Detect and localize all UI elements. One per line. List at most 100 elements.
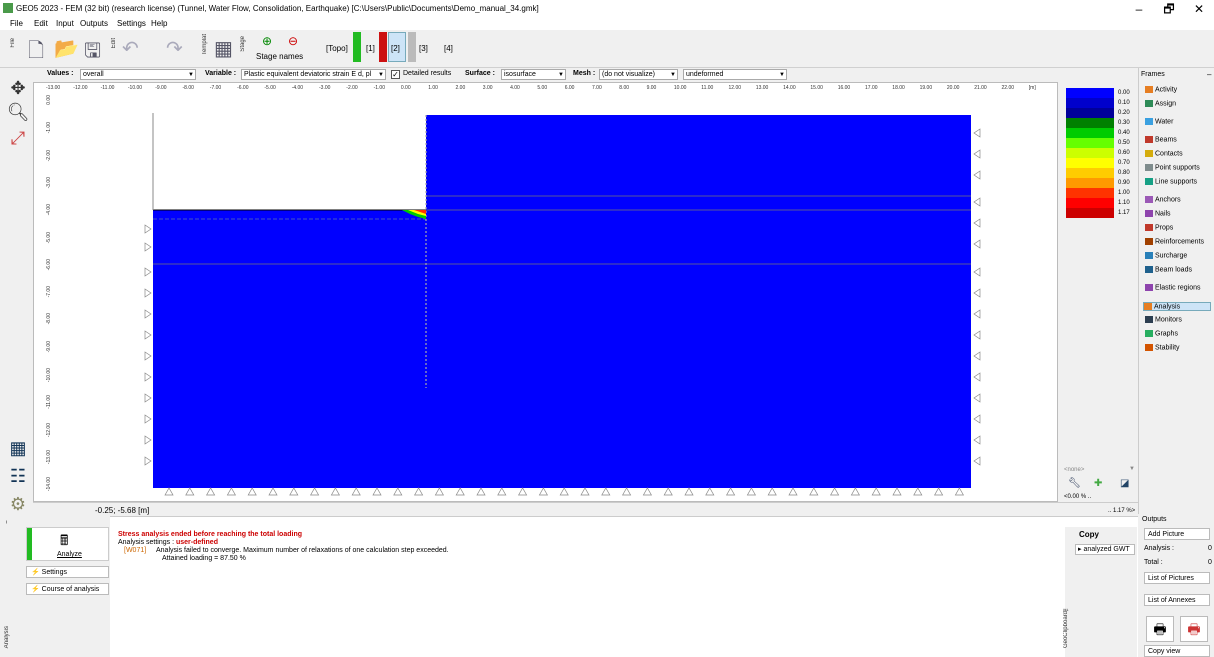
maximize-button[interactable]: 🗗 — [1163, 2, 1175, 16]
variable-label: Variable : — [205, 70, 237, 77]
attained-loading: Attained loading = 87.50 % — [162, 555, 246, 562]
copy-button[interactable]: Copy — [1079, 530, 1099, 539]
deformation-select[interactable]: undeformed — [683, 69, 787, 80]
wrench-icon[interactable]: 🔧︎ — [1068, 478, 1081, 489]
frame-icon — [1145, 196, 1153, 203]
frame-item-activity[interactable]: Activity — [1145, 86, 1177, 93]
surface-select[interactable]: isosurface — [501, 69, 566, 80]
menu-outputs[interactable]: Outputs — [80, 19, 109, 28]
outputs-panel: Outputs Add Picture Analysis : 0 Total :… — [1138, 514, 1214, 657]
variable-select[interactable]: Plastic equivalent deviatoric strain E d… — [241, 69, 386, 80]
ruler-y-tick: -12.00 — [46, 422, 52, 437]
options-bar: Values : overall Variable : Plastic equi… — [33, 68, 1138, 82]
frame-item-nails[interactable]: Nails — [1145, 210, 1171, 217]
analysis-vertical-tab[interactable]: Analysis — [4, 626, 10, 649]
panel-pin-icon[interactable]: ᶦ — [6, 520, 8, 527]
copy-view-button[interactable]: Copy view — [1144, 645, 1210, 657]
frame-item-beams[interactable]: Beams — [1145, 136, 1177, 143]
legend-value: 0.70 — [1118, 160, 1130, 166]
remove-stage-icon[interactable]: ⊖ — [288, 34, 299, 48]
frames-panel: Frames – Activity Assign Water Beams Contact… — [1138, 68, 1214, 514]
zoom-icon[interactable]: 🔍︎ — [6, 102, 30, 122]
frame-icon — [1145, 164, 1153, 171]
ruler-x-tick: 6.00 — [564, 85, 575, 91]
move-icon[interactable]: ✥ — [10, 78, 26, 98]
menu-help[interactable]: Help — [151, 19, 168, 28]
ruler-x-tick: -3.00 — [319, 85, 331, 91]
course-of-analysis-button[interactable]: ⚡ Course of analysis — [26, 583, 109, 595]
legend-settings-icon[interactable]: ☷ — [9, 466, 27, 486]
legend-edit-icon[interactable]: ◪ — [1120, 478, 1130, 489]
detailed-results-checkbox[interactable]: ✓ — [391, 70, 400, 79]
plus-icon[interactable]: ✚ — [1094, 478, 1103, 489]
minimize-button[interactable]: – — [1135, 2, 1143, 16]
frame-item-assign[interactable]: Assign — [1145, 100, 1176, 107]
drawing-canvas[interactable] — [33, 82, 1058, 502]
stage-2-selected[interactable] — [388, 32, 406, 62]
stage-2[interactable]: [2] — [391, 44, 400, 53]
menu-edit[interactable]: Edit — [34, 19, 48, 28]
list-of-annexes-button[interactable]: List of Annexes — [1144, 594, 1210, 606]
close-button[interactable]: ✕ — [1193, 2, 1205, 16]
table-icon[interactable]: ▦ — [9, 438, 27, 458]
frame-icon — [1144, 303, 1152, 310]
toolbar: File 🗋 📂 🖫 Edit ↶ ↷ Templat ▦ Stage ⊕ ⊖ … — [0, 30, 1214, 68]
frame-icon — [1145, 344, 1153, 351]
ruler-y-tick: -9.00 — [46, 340, 52, 353]
save-icon[interactable]: 🖫 — [84, 40, 102, 62]
stage-4[interactable]: [4] — [444, 44, 453, 53]
ruler-y-tick: -1.00 — [46, 122, 52, 134]
frame-item-reinforcements[interactable]: Reinforcements — [1145, 238, 1204, 245]
print-preview-icon[interactable]: 🖶 — [1180, 616, 1208, 642]
mesh-select[interactable]: (do not visualize) — [599, 69, 678, 80]
open-file-icon[interactable]: 📂 — [54, 38, 79, 60]
settings-gear-icon[interactable]: ⚙ — [9, 494, 27, 514]
frame-item-anchors[interactable]: Anchors — [1145, 196, 1181, 203]
legend-swatch — [1066, 208, 1114, 218]
menu-file[interactable]: File — [10, 19, 23, 28]
ruler-x-tick: 7.00 — [592, 85, 602, 91]
add-stage-icon[interactable]: ⊕ — [262, 34, 273, 48]
redo-icon[interactable]: ↷ — [166, 38, 183, 60]
ruler-x-tick: 4.00 — [510, 85, 520, 91]
legend-swatch — [1066, 118, 1114, 128]
analyze-button[interactable]: 🖩 Analyze — [26, 527, 109, 561]
frame-item-line-supports[interactable]: Line supports — [1145, 178, 1197, 185]
settings-button[interactable]: ⚡ Settings — [26, 566, 109, 578]
detailed-results-label: Detailed results — [403, 70, 452, 77]
stage-names-button[interactable]: Stage names — [256, 52, 304, 61]
menu-settings[interactable]: Settings — [117, 19, 146, 28]
new-file-icon[interactable]: 🗋 — [28, 40, 45, 62]
add-picture-button[interactable]: Add Picture — [1144, 528, 1210, 540]
frame-item-elastic-regions[interactable]: Elastic regions — [1145, 284, 1201, 291]
values-select[interactable]: overall — [80, 69, 196, 80]
frame-item-stability[interactable]: Stability — [1145, 344, 1180, 351]
frame-item-monitors[interactable]: Monitors — [1145, 316, 1182, 323]
stage-3[interactable]: [3] — [419, 44, 428, 53]
frame-item-graphs[interactable]: Graphs — [1145, 330, 1178, 337]
analyzed-gwt-item[interactable]: ▸ analyzed GWT — [1075, 544, 1135, 555]
frame-item-analysis[interactable]: Analysis — [1143, 302, 1211, 312]
legend-value: 0.80 — [1118, 170, 1130, 176]
zoom-extent-icon[interactable]: ⤢ — [10, 128, 26, 148]
frame-item-beam-loads[interactable]: Beam loads — [1145, 266, 1192, 273]
undo-icon[interactable]: ↶ — [122, 38, 139, 60]
frame-item-contacts[interactable]: Contacts — [1145, 150, 1183, 157]
ruler-x-tick: 8.00 — [619, 85, 630, 91]
frames-minimize-icon[interactable]: – — [1207, 70, 1212, 79]
ruler-y-tick: 0.00 — [46, 95, 52, 105]
frame-item-point-supports[interactable]: Point supports — [1145, 164, 1200, 171]
stage-1[interactable]: [1] — [366, 44, 375, 53]
frame-item-water[interactable]: Water — [1145, 118, 1173, 125]
menu-input[interactable]: Input — [56, 19, 74, 28]
stage-topo[interactable]: [Topo] — [326, 44, 348, 53]
print-icon[interactable]: 🖶 — [1146, 616, 1174, 642]
template-icon[interactable]: ▦ — [214, 38, 233, 60]
ruler-y-tick: -10.00 — [46, 368, 52, 383]
geoclipboard-vertical-tab[interactable]: GeoClipboard™ — [1063, 605, 1069, 649]
list-of-pictures-button[interactable]: List of Pictures — [1144, 572, 1210, 584]
frame-item-props[interactable]: Props — [1145, 224, 1173, 231]
ruler-x: -13.00 -12.00 -11.00 -10.00 -9.00 -8.00 -7.00 -… — [46, 85, 1056, 95]
legend-dropdown-icon[interactable]: ▼ — [1129, 466, 1135, 472]
frame-item-surcharge[interactable]: Surcharge — [1145, 252, 1187, 259]
